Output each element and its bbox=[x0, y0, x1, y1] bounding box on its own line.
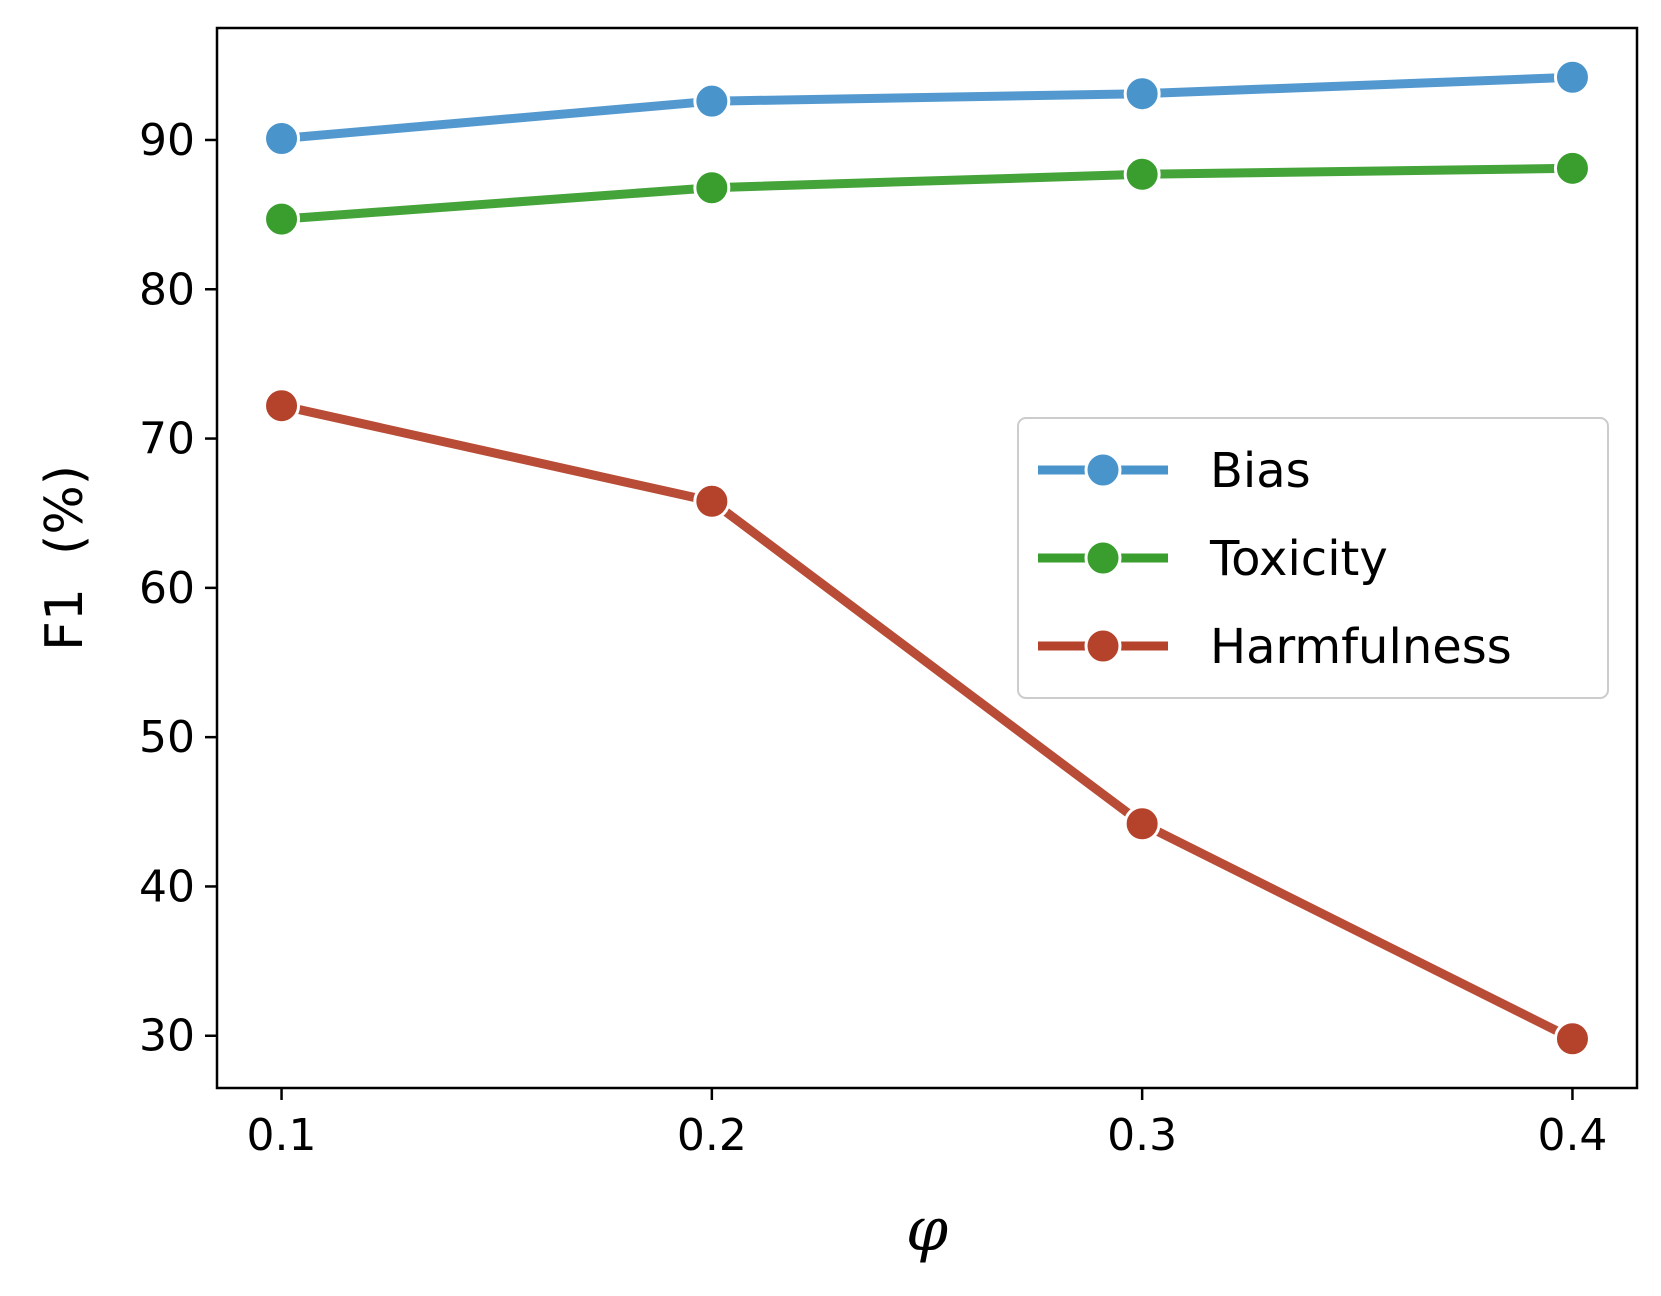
legend-label-bias: Bias bbox=[1210, 443, 1311, 499]
y-tick-label: 90 bbox=[139, 115, 195, 166]
data-point-toxicity bbox=[1553, 149, 1591, 187]
legend-marker-harmfulness bbox=[1084, 627, 1122, 665]
data-point-bias bbox=[693, 82, 731, 120]
x-tick-label: 0.3 bbox=[1107, 1110, 1177, 1161]
y-tick-label: 70 bbox=[139, 414, 195, 465]
y-tick-label: 30 bbox=[139, 1011, 195, 1062]
legend-marker-toxicity bbox=[1084, 539, 1122, 577]
legend-box bbox=[1017, 417, 1609, 699]
x-axis-ticks: 0.1 0.2 0.3 0.4 bbox=[247, 1088, 1607, 1161]
data-point-harmfulness bbox=[1123, 805, 1161, 843]
series-layer bbox=[263, 58, 1591, 1058]
legend: Bias Toxicity Harmfulness bbox=[1017, 417, 1609, 699]
series-line-bias bbox=[281, 72, 1573, 143]
data-point-bias bbox=[1123, 75, 1161, 113]
data-point-bias bbox=[263, 119, 301, 157]
legend-items: Bias Toxicity Harmfulness bbox=[1038, 443, 1512, 675]
data-point-harmfulness bbox=[1553, 1020, 1591, 1058]
x-axis-label: φ bbox=[906, 1195, 948, 1265]
y-tick-label: 60 bbox=[139, 563, 195, 614]
legend-label-toxicity: Toxicity bbox=[1209, 531, 1388, 587]
data-point-toxicity bbox=[263, 200, 301, 238]
data-point-harmfulness bbox=[693, 482, 731, 520]
y-tick-label: 80 bbox=[139, 264, 195, 315]
data-point-harmfulness bbox=[263, 387, 301, 425]
data-point-toxicity bbox=[1123, 155, 1161, 193]
legend-label-harmfulness: Harmfulness bbox=[1210, 619, 1512, 675]
y-tick-label: 40 bbox=[139, 861, 195, 912]
x-tick-label: 0.1 bbox=[247, 1110, 317, 1161]
series-line-harmfulness bbox=[280, 401, 1575, 1043]
legend-marker-bias bbox=[1084, 451, 1122, 489]
x-tick-label: 0.2 bbox=[677, 1110, 747, 1161]
x-tick-label: 0.4 bbox=[1537, 1110, 1607, 1161]
y-axis-label: F1 (%) bbox=[35, 465, 95, 651]
series-line-toxicity bbox=[281, 163, 1573, 224]
plot-frame bbox=[215, 26, 1639, 1090]
y-tick-label: 50 bbox=[139, 712, 195, 763]
data-point-bias bbox=[1553, 58, 1591, 96]
y-axis-ticks: 30 40 50 60 70 80 90 bbox=[139, 115, 217, 1062]
data-point-toxicity bbox=[693, 169, 731, 207]
